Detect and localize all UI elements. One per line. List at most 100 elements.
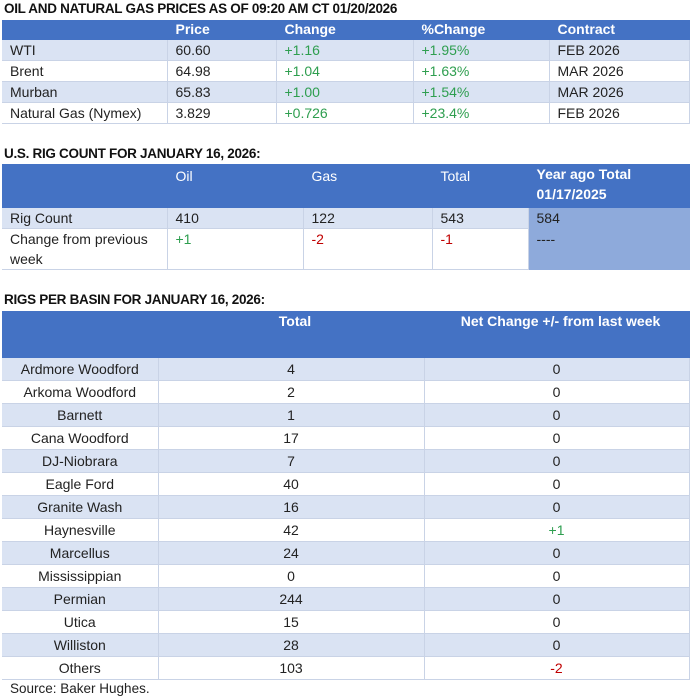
table-cell: FEB 2026 (549, 39, 690, 61)
column-header: Gas (303, 164, 433, 208)
table-row: Brent 64.98 +1.04 +1.63% MAR 2026 (2, 60, 690, 82)
table-row: Utica 15 0 (2, 610, 690, 634)
table-cell: +1.04 (276, 60, 414, 82)
header-row: Total Net Change +/- from last week (2, 311, 690, 358)
table-cell: Permian (2, 587, 159, 611)
table-cell: Granite Wash (2, 495, 159, 519)
table-cell: Barnett (2, 403, 159, 427)
column-header (2, 164, 168, 208)
basins-table: Total Net Change +/- from last week Ardmor… (2, 311, 690, 680)
table-cell: 3.829 (167, 102, 277, 124)
table-cell: Others (2, 656, 159, 680)
table-cell: Natural Gas (Nymex) (2, 102, 168, 124)
table-cell: WTI (2, 39, 168, 61)
prices-title: OIL AND NATURAL GAS PRICES AS OF 09:20 A… (4, 1, 398, 16)
table-cell: 0 (424, 495, 690, 519)
table-cell: Haynesville (2, 518, 159, 542)
table-cell: 65.83 (167, 81, 277, 103)
table-cell: 24 (158, 541, 425, 565)
column-header: Total (432, 164, 529, 208)
table-cell: 122 (303, 207, 433, 229)
table-row: Cana Woodford 17 0 (2, 426, 690, 450)
table-row: Natural Gas (Nymex) 3.829 +0.726 +23.4% FEB … (2, 102, 690, 124)
table-cell: 244 (158, 587, 425, 611)
column-header: Total (158, 311, 425, 358)
table-cell: Brent (2, 60, 168, 82)
table-cell: +1.95% (413, 39, 550, 61)
table-cell: MAR 2026 (549, 81, 690, 103)
table-cell: 0 (424, 449, 690, 473)
table-cell: Arkoma Woodford (2, 380, 159, 404)
table-cell: 1 (158, 403, 425, 427)
table-row: Eagle Ford 40 0 (2, 472, 690, 496)
table-cell: +0.726 (276, 102, 414, 124)
table-row: Granite Wash 16 0 (2, 495, 690, 519)
table-cell: 0 (424, 380, 690, 404)
table-row: Haynesville 42 +1 (2, 518, 690, 542)
table-cell: 103 (158, 656, 425, 680)
header-row: Price Change %Change Contract (2, 20, 690, 40)
table-cell: 410 (167, 207, 304, 229)
table-cell: 0 (424, 403, 690, 427)
column-header: Change (276, 20, 414, 40)
column-header: Contract (549, 20, 690, 40)
column-header: Oil (167, 164, 304, 208)
table-cell: Eagle Ford (2, 472, 159, 496)
column-header: Net Change +/- from last week (424, 311, 690, 358)
table-row: WTI 60.60 +1.16 +1.95% FEB 2026 (2, 39, 690, 61)
table-cell: 0 (424, 472, 690, 496)
table-cell: 4 (158, 357, 425, 381)
table-row: Mississippian 0 0 (2, 564, 690, 588)
table-cell: 0 (424, 426, 690, 450)
header-row: Oil Gas Total Year ago Total 01/17/2025 (2, 164, 690, 208)
table-row: Barnett 1 0 (2, 403, 690, 427)
column-header: Price (167, 20, 277, 40)
table-cell: 2 (158, 380, 425, 404)
table-cell: 60.60 (167, 39, 277, 61)
table-cell: 0 (424, 564, 690, 588)
table-cell: MAR 2026 (549, 60, 690, 82)
table-cell: +1.63% (413, 60, 550, 82)
table-row: Others 103 -2 (2, 656, 690, 680)
table-cell: +1 (424, 518, 690, 542)
table-cell: 0 (158, 564, 425, 588)
table-cell: +1.00 (276, 81, 414, 103)
table-cell: +1.54% (413, 81, 550, 103)
column-header: Year ago Total 01/17/2025 (528, 164, 690, 208)
table-row: Marcellus 24 0 (2, 541, 690, 565)
table-row: Murban 65.83 +1.00 +1.54% MAR 2026 (2, 81, 690, 103)
table-cell: 64.98 (167, 60, 277, 82)
table-cell: 0 (424, 587, 690, 611)
table-cell: 15 (158, 610, 425, 634)
table-cell: Ardmore Woodford (2, 357, 159, 381)
table-cell: 28 (158, 633, 425, 657)
table-cell: Murban (2, 81, 168, 103)
table-cell: Change from previous week (2, 228, 168, 270)
table-row: DJ-Niobrara 7 0 (2, 449, 690, 473)
source-note: Source: Baker Hughes. (10, 681, 150, 696)
table-cell: 17 (158, 426, 425, 450)
table-cell: Rig Count (2, 207, 168, 229)
table-cell: +1.16 (276, 39, 414, 61)
table-cell: 42 (158, 518, 425, 542)
table-cell: +23.4% (413, 102, 550, 124)
table-cell: 0 (424, 610, 690, 634)
table-cell: DJ-Niobrara (2, 449, 159, 473)
table-row: Rig Count 410 122 543 584 (2, 207, 690, 229)
rig-count-title: U.S. RIG COUNT FOR JANUARY 16, 2026: (4, 146, 261, 161)
table-cell: 0 (424, 357, 690, 381)
table-cell: 0 (424, 633, 690, 657)
table-cell: 584 (528, 207, 690, 229)
column-header (2, 311, 159, 358)
table-cell: Cana Woodford (2, 426, 159, 450)
table-cell: Utica (2, 610, 159, 634)
table-cell: -1 (432, 228, 529, 270)
table-cell: 7 (158, 449, 425, 473)
table-row: Arkoma Woodford 2 0 (2, 380, 690, 404)
table-cell: Marcellus (2, 541, 159, 565)
column-header (2, 20, 168, 40)
table-cell: 16 (158, 495, 425, 519)
table-row: Ardmore Woodford 4 0 (2, 357, 690, 381)
table-row: Change from previous week +1 -2 -1 ---- (2, 228, 690, 270)
table-cell: 0 (424, 541, 690, 565)
